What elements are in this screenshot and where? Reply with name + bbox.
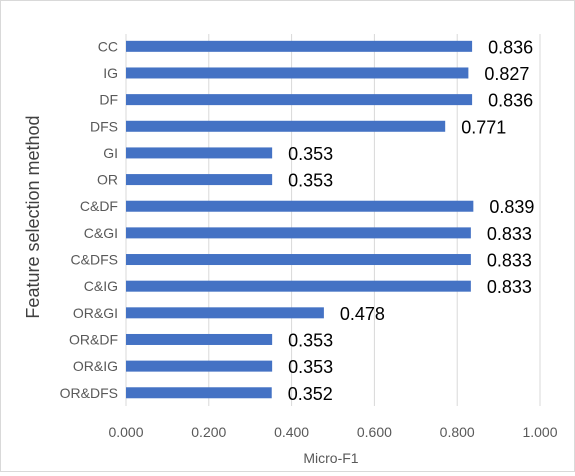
category-label: OR (97, 172, 118, 188)
bar (126, 280, 471, 292)
value-labels: 0.836 0.827 0.836 0.771 0.353 0.353 0.839 0.833… (288, 37, 535, 403)
data-label: 0.771 (461, 117, 506, 137)
x-tick-label: 1.000 (522, 424, 557, 440)
category-label: OR&DFS (60, 385, 118, 401)
x-tick-label: 0.800 (440, 424, 475, 440)
x-tick-label: 0.600 (357, 424, 392, 440)
category-labels: CC IG DF DFS GI OR C&DF C&GI C&DFS C&IG OR&GI OR&DF… (60, 38, 118, 400)
bar (126, 254, 471, 266)
bar (126, 360, 273, 372)
data-label: 0.833 (487, 224, 532, 244)
bar (126, 227, 471, 239)
x-tick-label: 0.200 (191, 424, 226, 440)
bar (126, 40, 473, 52)
data-label: 0.478 (340, 304, 385, 324)
category-label: C&DF (80, 198, 118, 214)
bar (126, 387, 272, 399)
x-tick-labels: 0.000 0.200 0.400 0.600 0.800 1.000 (108, 424, 557, 440)
bar (126, 200, 474, 212)
bars (126, 40, 474, 399)
data-label: 0.836 (488, 91, 533, 111)
bar (126, 147, 273, 159)
x-tick-label: 0.400 (274, 424, 309, 440)
bar (126, 94, 473, 106)
y-axis-title: Feature selection method (23, 115, 43, 318)
data-label: 0.827 (484, 64, 529, 84)
category-label: GI (103, 145, 118, 161)
category-label: OR&GI (73, 305, 118, 321)
category-label: IG (103, 65, 118, 81)
data-label: 0.353 (288, 144, 333, 164)
data-label: 0.836 (488, 37, 533, 57)
bar (126, 67, 469, 79)
category-label: CC (98, 38, 118, 54)
data-label: 0.833 (487, 251, 532, 271)
category-label: DFS (90, 118, 118, 134)
category-label: OR&IG (73, 358, 118, 374)
data-label: 0.353 (288, 171, 333, 191)
data-label: 0.839 (489, 197, 534, 217)
bar (126, 174, 273, 186)
category-label: C&IG (84, 278, 118, 294)
x-tick-label: 0.000 (108, 424, 143, 440)
category-label: C&DFS (71, 252, 118, 268)
bar (126, 333, 273, 345)
bar (126, 307, 324, 319)
x-axis-title: Micro-F1 (303, 450, 358, 466)
data-label: 0.353 (288, 357, 333, 377)
data-label: 0.352 (288, 384, 333, 404)
category-label: C&GI (84, 225, 118, 241)
category-label: OR&DF (69, 331, 118, 347)
data-label: 0.833 (487, 277, 532, 297)
bar (126, 120, 446, 132)
data-label: 0.353 (288, 330, 333, 350)
category-label: DF (99, 92, 118, 108)
